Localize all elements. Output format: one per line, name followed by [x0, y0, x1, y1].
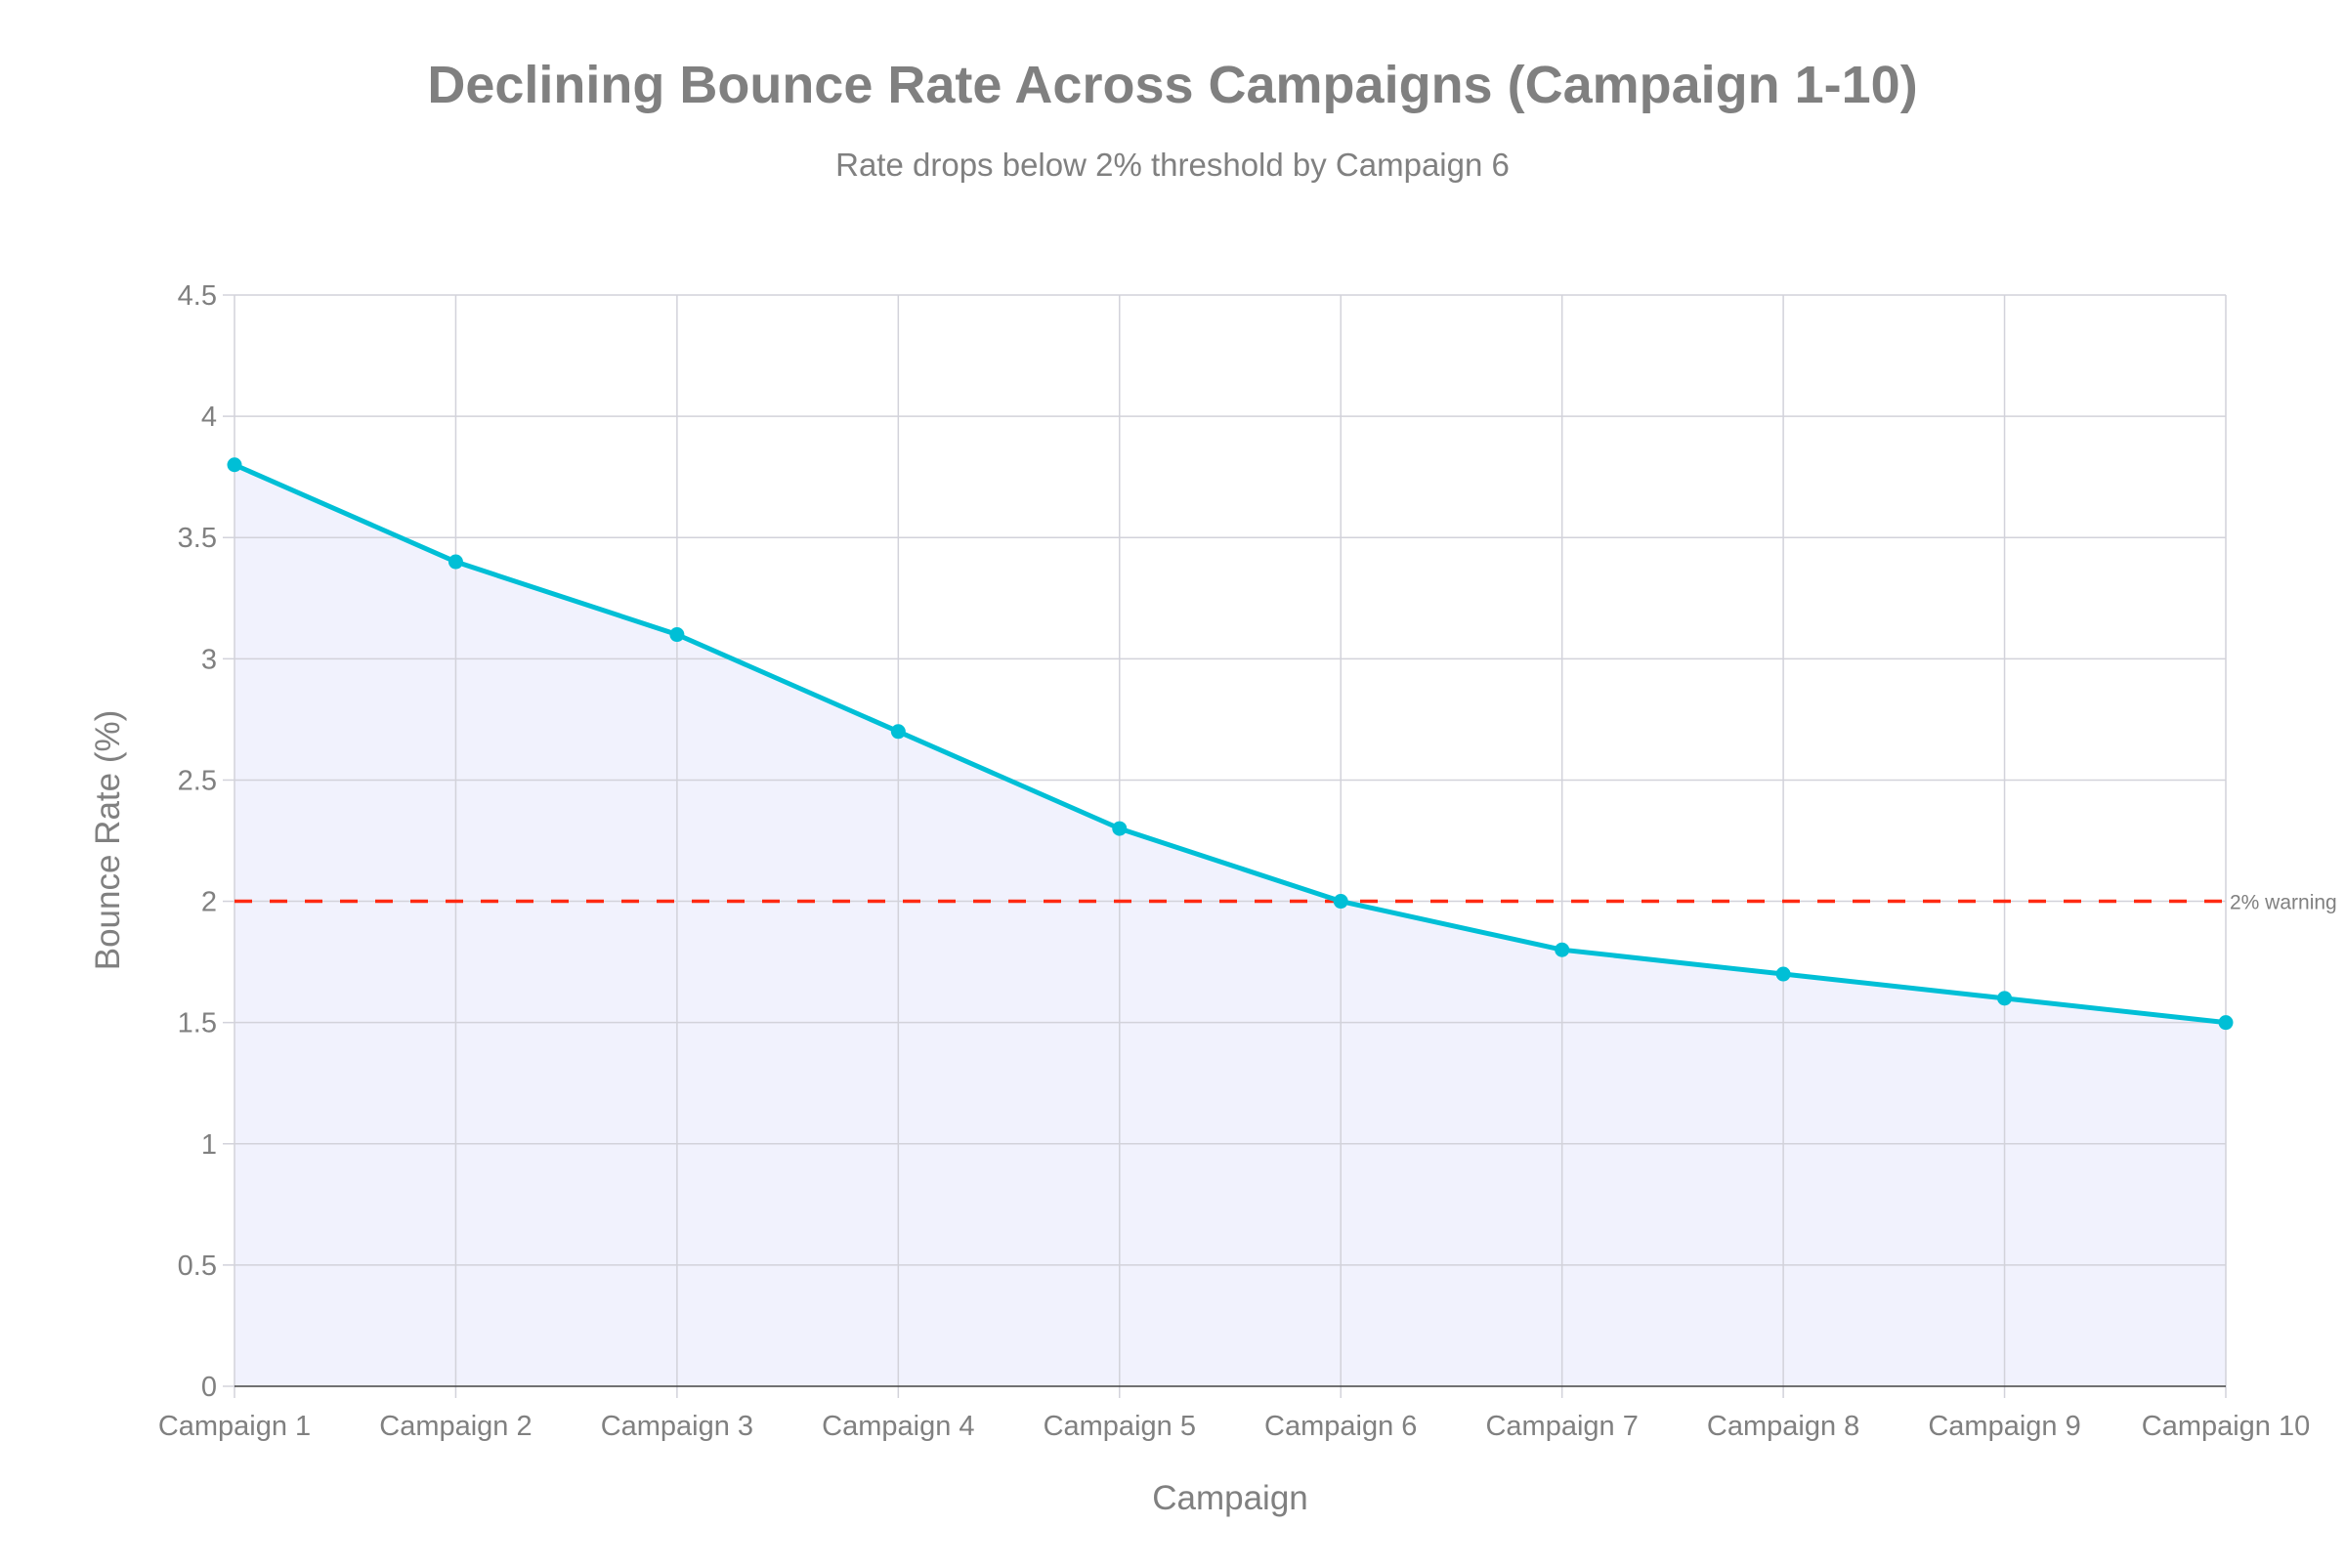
area-fill — [234, 464, 2226, 1386]
data-point — [1555, 942, 1570, 957]
data-point — [1997, 991, 2013, 1006]
x-axis-title: Campaign — [1152, 1479, 1308, 1517]
y-tick-label: 4.5 — [178, 280, 217, 312]
x-tick-label: Campaign 3 — [601, 1411, 753, 1442]
data-point — [1112, 821, 1128, 836]
plot-area — [234, 464, 2226, 1386]
y-tick-label: 3.5 — [178, 523, 217, 554]
data-point — [1333, 894, 1348, 910]
x-tick-label: Campaign 4 — [822, 1411, 974, 1442]
threshold-label: 2% warning — [2230, 892, 2337, 914]
y-axis-title: Bounce Rate (%) — [89, 710, 127, 971]
chart-subtitle: Rate drops below 2% threshold by Campaig… — [835, 147, 1510, 183]
data-point — [890, 724, 906, 740]
x-tick-label: Campaign 8 — [1707, 1411, 1859, 1442]
y-tick-label: 4 — [201, 402, 217, 433]
x-tick-label: Campaign 5 — [1044, 1411, 1196, 1442]
data-point — [669, 627, 685, 643]
y-tick-label: 0.5 — [178, 1250, 217, 1282]
data-point — [1775, 966, 1791, 982]
x-tick-label: Campaign 7 — [1485, 1411, 1638, 1442]
chart-title: Declining Bounce Rate Across Campaigns (… — [427, 56, 1917, 114]
x-tick-label: Campaign 10 — [2142, 1411, 2311, 1442]
data-point — [448, 554, 463, 570]
data-point — [227, 457, 242, 473]
y-tick-label: 2.5 — [178, 765, 217, 796]
y-tick-label: 3 — [201, 644, 217, 675]
series-line — [233, 462, 2227, 1026]
data-point — [2218, 1015, 2234, 1031]
x-tick-label: Campaign 6 — [1264, 1411, 1417, 1442]
x-tick-label: Campaign 2 — [379, 1411, 532, 1442]
y-tick-label: 1.5 — [178, 1008, 217, 1039]
x-tick-label: Campaign 9 — [1928, 1411, 2080, 1442]
grid — [223, 294, 2227, 1398]
marks: 2% warning — [227, 457, 2337, 1387]
y-tick-label: 0 — [201, 1372, 217, 1403]
x-tick-label: Campaign 1 — [158, 1411, 311, 1442]
y-tick-label: 2 — [201, 887, 217, 918]
y-tick-label: 1 — [201, 1129, 217, 1161]
tick-labels: 0 0.5 1 1.5 2 2.5 3 3.5 4 4.5 Campaign 1 Campaign 2… — [158, 280, 2310, 1442]
